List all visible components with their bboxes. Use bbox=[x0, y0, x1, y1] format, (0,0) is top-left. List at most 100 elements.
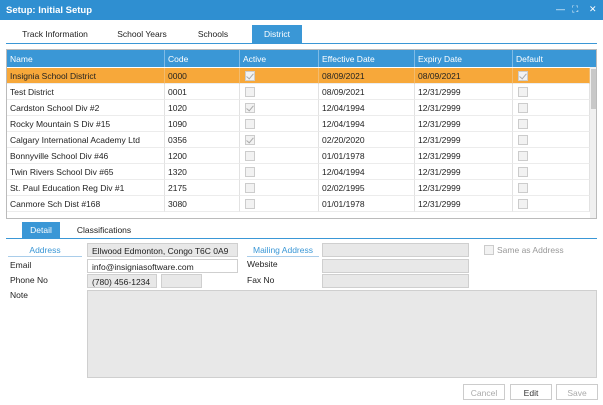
grid-row[interactable]: Test District 0001 08/09/2021 12/31/2999 bbox=[7, 84, 590, 100]
grid-row[interactable]: Insignia School District 0000 08/09/2021 08… bbox=[7, 68, 590, 84]
grid-cell: 02/02/1995 bbox=[319, 180, 415, 196]
grid-cell: Test District bbox=[7, 84, 165, 100]
grid-cell bbox=[513, 132, 590, 148]
grid-cell bbox=[240, 100, 319, 116]
button[interactable]: Edit bbox=[510, 384, 552, 400]
close-button[interactable]: ✕ bbox=[589, 4, 597, 14]
column-header[interactable]: Expiry Date bbox=[415, 50, 513, 67]
grid-row[interactable]: Calgary International Academy Ltd 0356 02/… bbox=[7, 132, 590, 148]
button[interactable]: Cancel bbox=[463, 384, 505, 400]
grid-cell bbox=[240, 196, 319, 212]
same-as-address-checkbox[interactable] bbox=[484, 245, 494, 255]
checkbox bbox=[245, 167, 255, 177]
grid-row[interactable]: Rocky Mountain S Div #15 1090 12/04/1994 12… bbox=[7, 116, 590, 132]
phone-ext-field[interactable] bbox=[161, 274, 202, 288]
tab[interactable]: School Years bbox=[117, 29, 167, 39]
checkbox bbox=[518, 167, 528, 177]
grid-cell: 0000 bbox=[165, 68, 240, 84]
grid-row[interactable]: St. Paul Education Reg Div #1 2175 02/02/1… bbox=[7, 180, 590, 196]
same-as-address-label: Same as Address bbox=[497, 245, 564, 255]
grid-row[interactable]: Canmore Sch Dist #168 3080 01/01/1978 12/31… bbox=[7, 196, 590, 212]
checkbox bbox=[518, 119, 528, 129]
grid-cell: 12/31/2999 bbox=[415, 132, 513, 148]
checkbox bbox=[245, 151, 255, 161]
grid-cell bbox=[240, 132, 319, 148]
checkbox bbox=[518, 87, 528, 97]
column-header[interactable]: Active bbox=[240, 50, 319, 67]
grid-cell bbox=[513, 100, 590, 116]
column-header[interactable]: Name bbox=[7, 50, 165, 67]
grid-row[interactable]: Cardston School Div #2 1020 12/04/1994 12/3… bbox=[7, 100, 590, 116]
email-field[interactable]: info@insigniasoftware.com bbox=[87, 259, 238, 273]
grid-cell: Rocky Mountain S Div #15 bbox=[7, 116, 165, 132]
grid-cell: 12/31/2999 bbox=[415, 84, 513, 100]
phone-field[interactable]: (780) 456-1234 bbox=[87, 274, 157, 288]
email-label: Email bbox=[10, 260, 32, 270]
grid-cell: 08/09/2021 bbox=[415, 68, 513, 84]
grid-row[interactable]: Twin Rivers School Div #65 1320 12/04/1994… bbox=[7, 164, 590, 180]
grid-cell: 08/09/2021 bbox=[319, 84, 415, 100]
grid-cell bbox=[240, 180, 319, 196]
checkbox bbox=[245, 119, 255, 129]
note-label: Note bbox=[10, 290, 28, 300]
grid-cell: 3080 bbox=[165, 196, 240, 212]
tab[interactable]: Track Information bbox=[22, 29, 88, 39]
website-field[interactable] bbox=[322, 259, 469, 273]
grid-cell bbox=[513, 68, 590, 84]
fax-label: Fax No bbox=[247, 275, 275, 285]
scrollbar[interactable] bbox=[590, 67, 596, 218]
grid-cell: 12/31/2999 bbox=[415, 148, 513, 164]
grid-cell: 08/09/2021 bbox=[319, 68, 415, 84]
grid-cell: Bonnyville School Div #46 bbox=[7, 148, 165, 164]
column-header[interactable]: Code bbox=[165, 50, 240, 67]
button[interactable]: Save bbox=[556, 384, 598, 400]
tab[interactable]: Schools bbox=[197, 29, 229, 39]
mailing-address-field[interactable] bbox=[322, 243, 469, 257]
grid-cell: Cardston School Div #2 bbox=[7, 100, 165, 116]
checkbox bbox=[245, 135, 255, 145]
detail-tab-underline bbox=[6, 238, 597, 239]
detail-tab[interactable]: Detail bbox=[22, 222, 60, 238]
note-field[interactable] bbox=[87, 290, 597, 378]
grid-cell: 02/20/2020 bbox=[319, 132, 415, 148]
grid-cell: 12/31/2999 bbox=[415, 164, 513, 180]
column-header[interactable]: Default bbox=[513, 50, 596, 67]
checkbox bbox=[518, 135, 528, 145]
grid-cell bbox=[240, 116, 319, 132]
grid-row[interactable]: Bonnyville School Div #46 1200 01/01/1978 1… bbox=[7, 148, 590, 164]
maximize-button[interactable]: ⛶ bbox=[572, 4, 579, 14]
grid-cell bbox=[240, 164, 319, 180]
grid-cell: 1020 bbox=[165, 100, 240, 116]
grid-cell: 12/04/1994 bbox=[319, 116, 415, 132]
grid-cell: 1320 bbox=[165, 164, 240, 180]
grid-cell: 01/01/1978 bbox=[319, 148, 415, 164]
grid-cell: 12/04/1994 bbox=[319, 100, 415, 116]
checkbox bbox=[518, 183, 528, 193]
grid-cell: Calgary International Academy Ltd bbox=[7, 132, 165, 148]
grid-cell: 12/04/1994 bbox=[319, 164, 415, 180]
grid-cell bbox=[513, 180, 590, 196]
grid-cell: 01/01/1978 bbox=[319, 196, 415, 212]
tab[interactable]: District bbox=[252, 25, 302, 43]
checkbox bbox=[518, 103, 528, 113]
grid-cell: Canmore Sch Dist #168 bbox=[7, 196, 165, 212]
window-title: Setup: Initial Setup bbox=[6, 5, 93, 16]
grid-cell: 12/31/2999 bbox=[415, 100, 513, 116]
column-header[interactable]: Effective Date bbox=[319, 50, 415, 67]
address-field[interactable]: Ellwood Edmonton, Congo T6C 0A9 bbox=[87, 243, 238, 257]
fax-field[interactable] bbox=[322, 274, 469, 288]
address-label: Address bbox=[8, 243, 82, 257]
phone-label: Phone No bbox=[10, 275, 48, 285]
checkbox bbox=[245, 199, 255, 209]
grid-cell bbox=[513, 116, 590, 132]
grid-cell bbox=[240, 84, 319, 100]
grid-cell: 0001 bbox=[165, 84, 240, 100]
detail-tab[interactable]: Classifications bbox=[76, 225, 132, 235]
grid-cell bbox=[240, 68, 319, 84]
district-grid: Name Code Active Effective Date Expiry Date D… bbox=[6, 49, 597, 219]
mailing-address-label: Mailing Address bbox=[247, 243, 319, 257]
checkbox bbox=[245, 103, 255, 113]
minimize-button[interactable]: — bbox=[556, 4, 565, 14]
tab-underline bbox=[6, 43, 597, 44]
